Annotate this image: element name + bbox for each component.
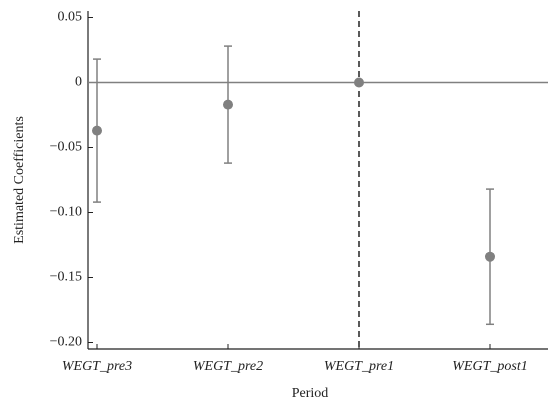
point [223,99,233,110]
x-tick-label: WEGT_pre2 [193,359,263,374]
x-tick-label: WEGT_pre3 [62,359,132,374]
x-axis-label: Period [292,386,329,401]
point [485,251,495,262]
y-tick-label: 0.05 [58,10,83,25]
y-tick-label: −0.05 [50,140,82,155]
y-tick-label: −0.20 [50,335,82,350]
x-tick-label: WEGT_post1 [452,359,527,374]
y-tick-label: −0.15 [50,270,82,285]
point [92,125,102,136]
point [354,77,364,88]
y-tick-label: 0 [75,75,82,90]
y-tick-label: −0.10 [50,205,82,220]
x-tick-label: WEGT_pre1 [324,359,394,374]
y-axis-label: Estimated Coefficients [12,116,27,244]
